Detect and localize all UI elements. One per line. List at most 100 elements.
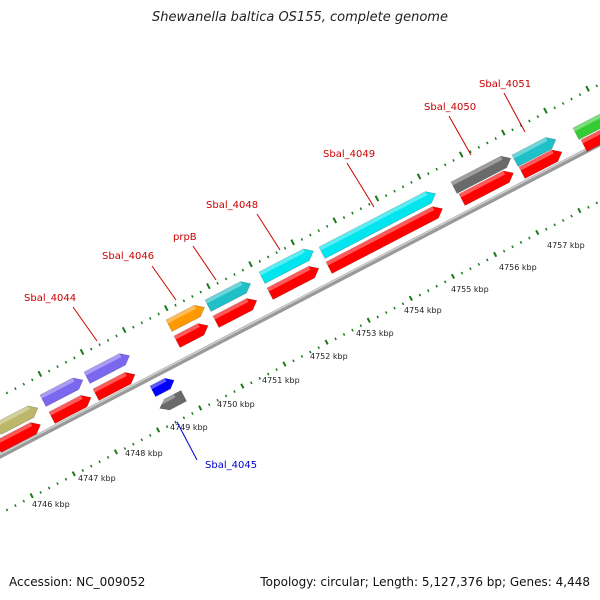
scale-major-tick	[324, 339, 329, 345]
outer-minor-tick	[56, 365, 59, 369]
genome-backbone	[0, 140, 600, 459]
gene-purple	[83, 353, 130, 384]
scale-minor-tick	[334, 337, 337, 341]
scale-major-tick	[240, 383, 245, 389]
cds-arrow-gloss	[174, 323, 200, 340]
scale-minor-tick	[443, 280, 447, 284]
scale-minor-tick	[435, 284, 438, 288]
scale-minor-tick	[342, 333, 346, 336]
outer-major-tick	[290, 239, 295, 246]
scale-minor-tick	[460, 271, 464, 275]
gene-cyan-shape	[318, 191, 436, 259]
gene-teal-gloss	[512, 137, 548, 159]
cds-arrow-gloss	[326, 206, 435, 266]
gene-label-leader	[176, 421, 198, 461]
scale-minor-tick	[477, 262, 481, 266]
scale-minor-tick	[587, 205, 590, 209]
cds-arrow-gloss	[519, 149, 554, 171]
cds-arrow-gloss	[581, 129, 600, 144]
gene-label-leader	[503, 92, 526, 133]
scale-minor-tick	[376, 315, 379, 319]
scale-label: 4757 kbp	[547, 241, 585, 250]
gene-teal	[204, 281, 251, 312]
outer-minor-tick	[182, 299, 186, 303]
scale-minor-tick	[502, 249, 506, 253]
outer-major-tick	[585, 85, 590, 92]
outer-major-tick	[121, 326, 127, 334]
gene-cyan	[258, 248, 314, 284]
gene-cyan	[318, 191, 436, 259]
outer-minor-tick	[191, 295, 194, 298]
gene-grey-shape	[450, 155, 512, 194]
cds-arrow-shape	[48, 395, 92, 424]
cds-arrow-shape	[458, 170, 514, 206]
gene-grey-reverse	[157, 390, 187, 411]
scale-label: 4751 kbp	[262, 376, 300, 385]
outer-minor-tick	[199, 290, 203, 294]
outer-minor-tick	[486, 141, 489, 145]
scale-minor-tick	[39, 490, 42, 494]
scale-minor-tick	[64, 477, 68, 481]
gene-label-leader	[448, 115, 472, 156]
gene-purple-shape	[39, 377, 84, 407]
cds-arrow	[92, 372, 136, 401]
gene-cyan-shape	[258, 248, 314, 284]
scale-minor-tick	[486, 258, 489, 262]
scale-minor-tick	[469, 267, 472, 271]
outer-major-tick	[163, 304, 169, 312]
scale-minor-tick	[595, 201, 599, 205]
cds-arrow-shape	[0, 422, 41, 453]
accession-text: Accession: NC_009052	[9, 575, 146, 589]
outer-minor-tick	[30, 378, 34, 382]
gene-purple-gloss	[84, 353, 122, 376]
cds-arrow-gloss	[93, 372, 127, 393]
outer-minor-tick	[233, 273, 236, 276]
gene-label-leader	[72, 306, 98, 342]
outer-minor-tick	[115, 334, 118, 338]
scale-minor-tick	[351, 328, 354, 332]
scale-minor-tick	[300, 354, 304, 358]
scale-minor-tick	[56, 482, 59, 486]
outer-minor-tick	[511, 128, 514, 132]
scale-minor-tick	[418, 293, 422, 297]
gene-teal	[511, 137, 557, 167]
outer-minor-tick	[89, 347, 93, 351]
gene-green-gloss	[573, 113, 600, 132]
scale-minor-tick	[216, 398, 219, 402]
gene-purple	[39, 377, 84, 407]
scale-minor-tick	[89, 464, 93, 468]
outer-major-tick	[543, 107, 548, 114]
outer-minor-tick	[570, 97, 573, 101]
gene-label: Sbal_4044	[24, 293, 76, 304]
gene-purple-shape	[83, 353, 130, 384]
gene-blue-reverse	[149, 377, 175, 398]
cds-arrow	[0, 422, 41, 453]
cds-arrow-shape	[580, 129, 600, 152]
scale-minor-tick	[317, 346, 320, 350]
outer-minor-tick	[258, 259, 262, 263]
outer-minor-tick	[224, 277, 228, 281]
cds-arrow-shape	[325, 206, 443, 274]
outer-minor-tick	[266, 255, 270, 259]
scale-label: 4749 kbp	[170, 423, 208, 432]
outer-minor-tick	[384, 194, 388, 198]
gene-blue-reverse-gloss	[150, 378, 167, 390]
gene-label: Sbal_4051	[479, 79, 531, 90]
scale-label: 4748 kbp	[125, 449, 163, 458]
outer-major-tick	[79, 348, 85, 356]
scale-label: 4756 kbp	[499, 263, 537, 272]
scale-tick-ring: 4746 kbp 4747 kbp 4748 kbp 4749 kbp 4750 kbp…	[5, 201, 599, 512]
cds-arrow	[325, 206, 443, 274]
scale-minor-tick	[528, 236, 531, 240]
outer-minor-tick	[427, 172, 430, 176]
scale-major-tick	[450, 273, 456, 280]
outer-tick-ring	[0, 84, 599, 399]
outer-minor-tick	[106, 338, 110, 342]
gene-cyan-gloss	[319, 191, 428, 251]
cds-arrow-gloss	[49, 395, 83, 416]
outer-minor-tick	[393, 189, 396, 193]
gene-grey	[450, 155, 512, 194]
gene-green	[572, 112, 600, 140]
scale-label: 4753 kbp	[356, 329, 394, 338]
scale-major-tick	[282, 361, 287, 367]
